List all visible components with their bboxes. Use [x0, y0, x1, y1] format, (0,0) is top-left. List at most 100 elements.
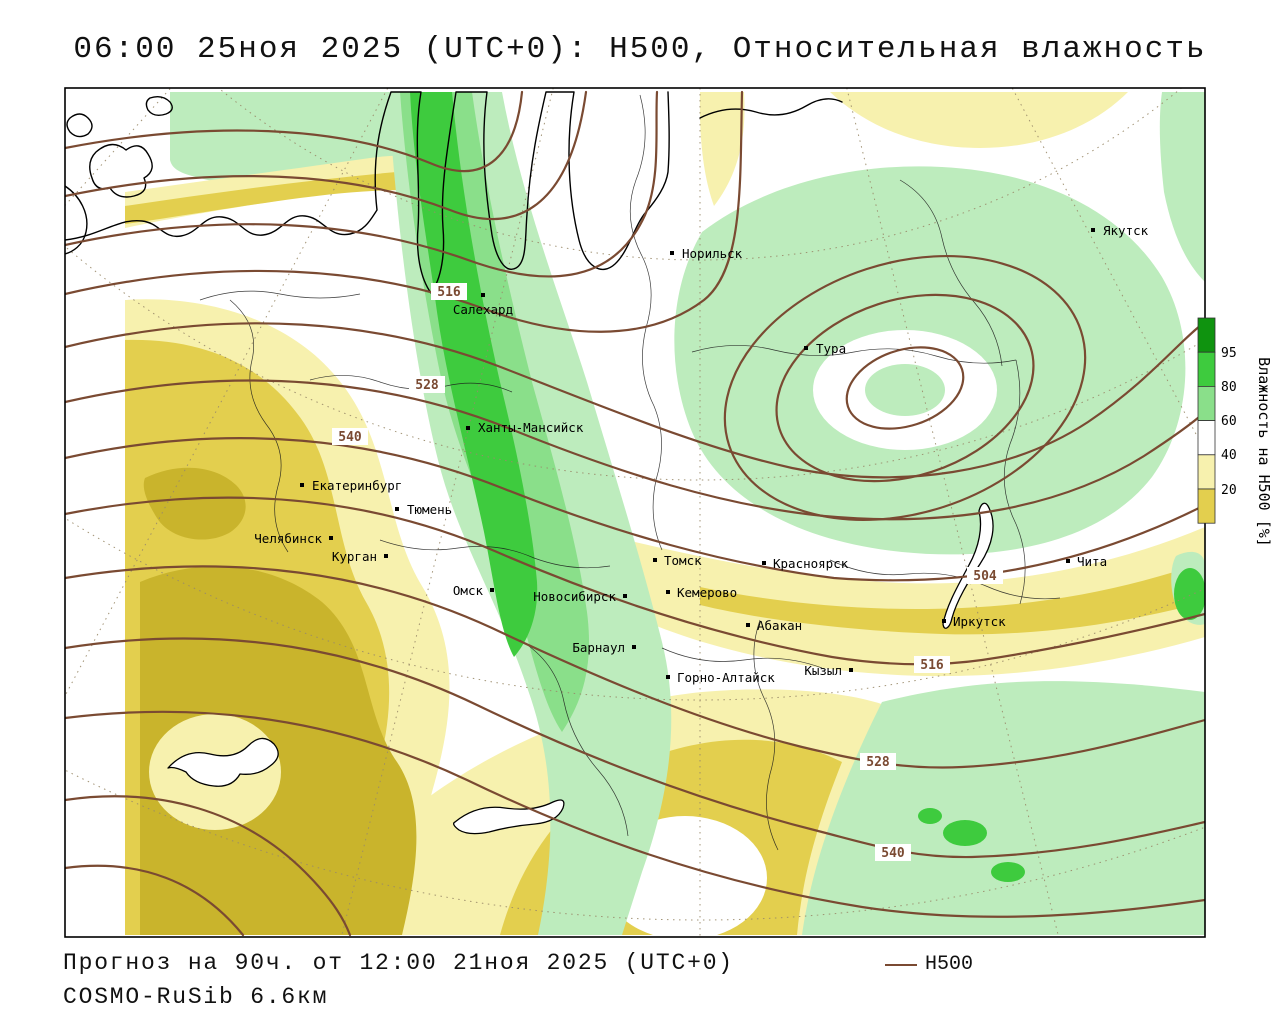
city-dot	[632, 645, 636, 649]
lake-balkhash	[167, 737, 279, 787]
city-marker: Чита	[1066, 554, 1107, 569]
h500-contour-lines	[65, 90, 1205, 937]
city-marker: Тура	[804, 341, 846, 356]
city-marker: Новосибирск	[533, 589, 627, 604]
svg-text:540: 540	[881, 846, 905, 861]
city-dot	[481, 293, 485, 297]
city-marker: Томск	[653, 553, 702, 568]
city-marker: Ханты-Мансийск	[466, 420, 584, 435]
h500-legend: H500	[885, 953, 973, 976]
svg-text:528: 528	[415, 378, 439, 393]
svg-text:Чита: Чита	[1077, 554, 1107, 569]
city-marker: Тюмень	[395, 502, 452, 517]
svg-text:Абакан: Абакан	[757, 618, 802, 633]
colorbar-tick: 60	[1221, 414, 1237, 429]
city-marker: Челябинск	[254, 531, 333, 546]
svg-text:Тюмень: Тюмень	[407, 502, 452, 517]
city-marker: Иркутск	[942, 614, 1006, 629]
colorbar-segment	[1197, 385, 1216, 421]
svg-text:Новосибирск: Новосибирск	[533, 589, 616, 604]
city-marker: Кемерово	[666, 585, 737, 600]
colorbar-segment	[1197, 420, 1216, 456]
svg-text:Курган: Курган	[332, 549, 377, 564]
svg-text:Красноярск: Красноярск	[773, 556, 849, 571]
colorbar-segment	[1197, 454, 1216, 490]
city-marker: Екатеринбург	[300, 478, 402, 493]
svg-text:516: 516	[437, 285, 461, 300]
svg-text:Якутск: Якутск	[1103, 223, 1149, 238]
city-marker: Барнаул	[572, 640, 636, 655]
city-marker: Кызыл	[804, 663, 853, 678]
svg-text:Челябинск: Челябинск	[254, 531, 322, 546]
svg-text:Иркутск: Иркутск	[953, 614, 1006, 629]
coastline-layer	[65, 91, 994, 835]
colorbar-tick: 40	[1221, 448, 1237, 463]
h500-line-sample-icon	[885, 963, 917, 966]
svg-text:Норильск: Норильск	[682, 246, 743, 261]
city-dot	[804, 346, 808, 350]
city-dot	[623, 594, 627, 598]
colorbar-tick: 20	[1221, 483, 1237, 498]
city-marker: Горно-Алтайск	[666, 670, 775, 685]
admin-borders	[199, 94, 1061, 851]
city-dot	[942, 619, 946, 623]
city-dot	[746, 623, 750, 627]
city-dot	[666, 675, 670, 679]
forecast-info-line: Прогноз на 90ч. от 12:00 21ноя 2025 (UTC…	[63, 950, 734, 976]
city-dot	[849, 668, 853, 672]
svg-text:Салехард: Салехард	[453, 302, 513, 317]
svg-text:528: 528	[866, 755, 890, 770]
colorbar-segment	[1197, 488, 1216, 524]
city-marker: Салехард	[453, 293, 513, 317]
city-dot	[670, 251, 674, 255]
city-dot	[300, 483, 304, 487]
city-dot	[666, 590, 670, 594]
svg-text:Тура: Тура	[816, 341, 846, 356]
svg-text:540: 540	[338, 430, 362, 445]
model-info-line: COSMO-RuSib 6.6км	[63, 984, 329, 1010]
colorbar-segment	[1197, 351, 1216, 387]
contour-label: 528	[409, 376, 445, 393]
colorbar-segment	[1197, 317, 1216, 353]
colorbar-axis-label: Влажность на H500 [%]	[1255, 357, 1273, 547]
svg-text:Томск: Томск	[664, 553, 702, 568]
city-dot	[762, 561, 766, 565]
city-marker: Норильск	[670, 246, 743, 261]
contour-labels: 516 528 540 504 516 528	[332, 283, 1003, 861]
city-dot	[384, 554, 388, 558]
svg-text:Ханты-Мансийск: Ханты-Мансийск	[478, 420, 584, 435]
svg-text:Омск: Омск	[453, 583, 484, 598]
svg-text:504: 504	[973, 569, 997, 584]
city-dot	[466, 426, 470, 430]
city-marker: Якутск	[1091, 223, 1149, 238]
svg-text:Екатеринбург: Екатеринбург	[312, 478, 402, 493]
colorbar-tick: 95	[1221, 346, 1237, 361]
lake-baikal	[942, 502, 994, 629]
svg-text:Горно-Алтайск: Горно-Алтайск	[677, 670, 775, 685]
city-dot	[329, 536, 333, 540]
svg-text:516: 516	[920, 658, 944, 673]
city-dot	[1066, 559, 1070, 563]
page-title: 06:00 25ноя 2025 (UTC+0): H500, Относите…	[73, 32, 1207, 67]
city-dot	[490, 588, 494, 592]
city-dot	[395, 507, 399, 511]
humidity-fill-layer	[125, 92, 1205, 937]
city-dot	[653, 558, 657, 562]
contour-label: 540	[875, 844, 911, 861]
contour-label: 516	[431, 283, 467, 300]
svg-text:Кемерово: Кемерово	[677, 585, 737, 600]
svg-text:Барнаул: Барнаул	[572, 640, 625, 655]
city-marker: Курган	[332, 549, 388, 564]
contour-label: 504	[967, 567, 1003, 584]
h500-legend-label: H500	[925, 953, 974, 976]
city-marker: Красноярск	[762, 556, 849, 571]
city-marker: Абакан	[746, 618, 802, 633]
colorbar-tick: 80	[1221, 380, 1237, 395]
city-marker: Омск	[453, 583, 494, 598]
city-dot	[1091, 228, 1095, 232]
contour-label: 540	[332, 428, 368, 445]
city-markers: Норильск Якутск Салехард Тура Ханты-Манс…	[254, 223, 1148, 685]
